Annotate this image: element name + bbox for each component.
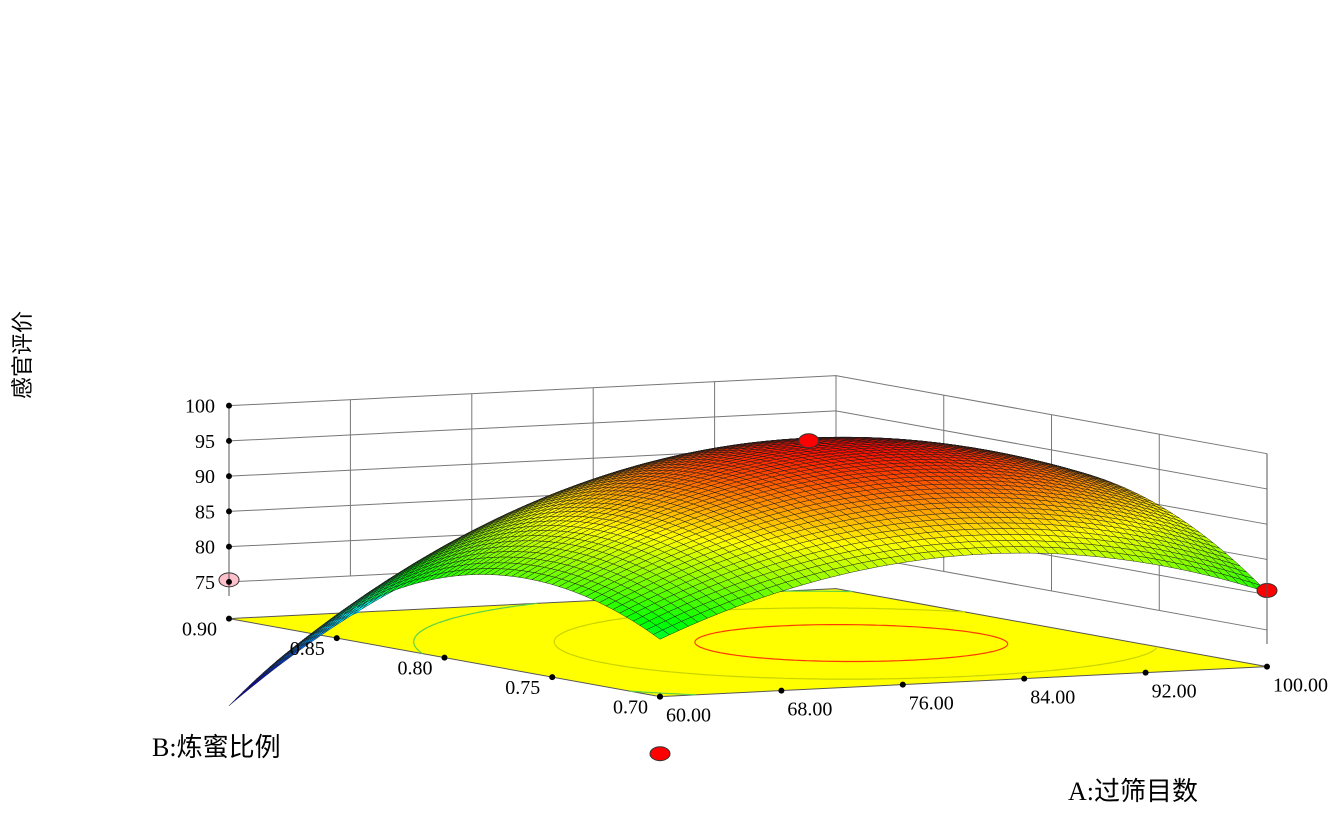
x-tick-label: 76.00: [909, 693, 954, 715]
x-tick-mark: [1264, 663, 1270, 670]
z-tick-label: 95: [195, 431, 215, 453]
y-tick-label: 0.90: [182, 619, 217, 641]
y-tick-mark: [441, 654, 448, 661]
x-tick-mark: [657, 693, 663, 700]
x-tick-mark: [1142, 669, 1149, 676]
response-surface: [228, 436, 1268, 706]
floor-contours: [313, 590, 1158, 696]
x-tick-mark: [899, 681, 906, 688]
z-tick-mark: [226, 543, 232, 550]
x-tick-mark: [778, 687, 785, 694]
z-tick-mark: [226, 578, 232, 585]
y-axis-label: B:炼蜜比例: [152, 733, 281, 762]
x-tick-label: 60.00: [666, 705, 711, 727]
x-tick-label: 92.00: [1152, 681, 1197, 703]
y-tick-label: 0.75: [505, 677, 540, 699]
z-tick-label: 90: [195, 466, 215, 488]
wall-gridline: [228, 375, 1268, 455]
y-tick-mark: [226, 615, 232, 622]
z-tick-label: 80: [195, 537, 215, 559]
x-tick-label: 68.00: [787, 699, 832, 721]
z-axis-label: 感官评价: [10, 311, 35, 399]
floor-plane: [228, 588, 1268, 698]
x-axis-label: A:过筛目数: [1068, 777, 1198, 806]
y-tick-mark: [549, 674, 556, 681]
contour-line: [413, 590, 853, 696]
y-tick-mark: [333, 635, 340, 642]
z-tick-mark: [226, 508, 232, 515]
design-point: [649, 746, 671, 762]
y-tick-label: 0.70: [613, 697, 648, 719]
contour-line: [694, 624, 1009, 663]
z-tick-label: 100: [185, 396, 215, 418]
floor-plane: [228, 588, 1268, 698]
z-tick-mark: [226, 473, 232, 480]
z-tick-label: 85: [195, 501, 215, 523]
y-tick-label: 0.85: [290, 638, 325, 660]
x-tick-label: 100.00: [1273, 675, 1328, 697]
z-tick-label: 75: [195, 572, 215, 594]
x-tick-label: 84.00: [1030, 687, 1075, 709]
x-tick-mark: [1021, 675, 1028, 682]
z-tick-mark: [226, 437, 232, 444]
y-tick-label: 0.80: [398, 658, 433, 680]
z-tick-mark: [226, 402, 232, 409]
design-point: [798, 433, 820, 449]
contour-line: [553, 607, 1158, 680]
